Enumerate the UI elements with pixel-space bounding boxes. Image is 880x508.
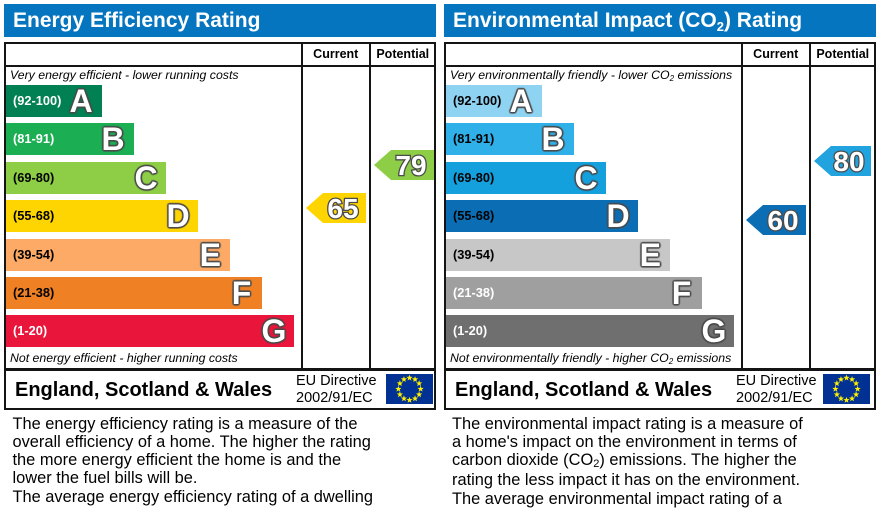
svg-text:80: 80 bbox=[833, 146, 864, 176]
svg-text:65: 65 bbox=[327, 193, 358, 223]
svg-text:60: 60 bbox=[767, 205, 798, 235]
svg-text:79: 79 bbox=[395, 150, 426, 180]
